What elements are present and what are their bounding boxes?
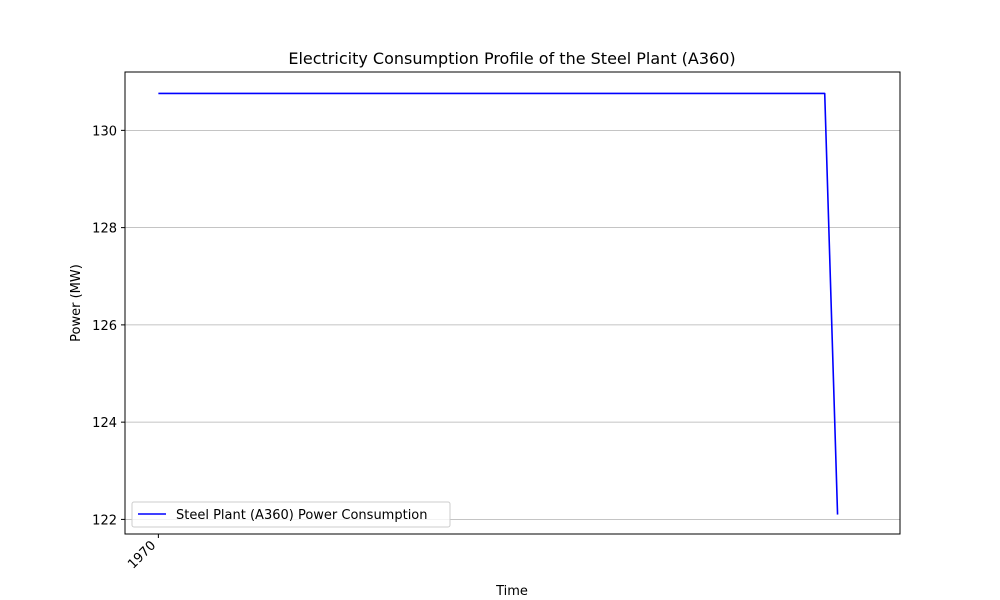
legend-entry: Steel Plant (A360) Power Consumption: [176, 508, 428, 523]
y-axis-label: Power (MW): [69, 264, 84, 342]
y-tick-label: 130: [92, 124, 117, 139]
x-tick-label: 1970: [125, 538, 159, 572]
grid-lines: [125, 129, 900, 520]
y-tick-label: 128: [92, 222, 117, 237]
plot-area-frame: [124, 71, 901, 535]
legend-box: [131, 501, 451, 528]
y-tick-label: 122: [92, 513, 117, 528]
legend: Steel Plant (A360) Power Consumption: [131, 501, 451, 528]
series-lines: [158, 92, 839, 515]
y-tick-label: 124: [92, 416, 117, 431]
y-tick-label: 126: [92, 319, 117, 334]
x-axis-ticks: 1970: [125, 534, 159, 572]
series-line-0: [158, 92, 839, 515]
y-axis-ticks: 122 124 126 128 130: [92, 124, 125, 528]
x-axis-label: Time: [495, 584, 528, 599]
chart-title: Electricity Consumption Profile of the S…: [288, 49, 735, 68]
